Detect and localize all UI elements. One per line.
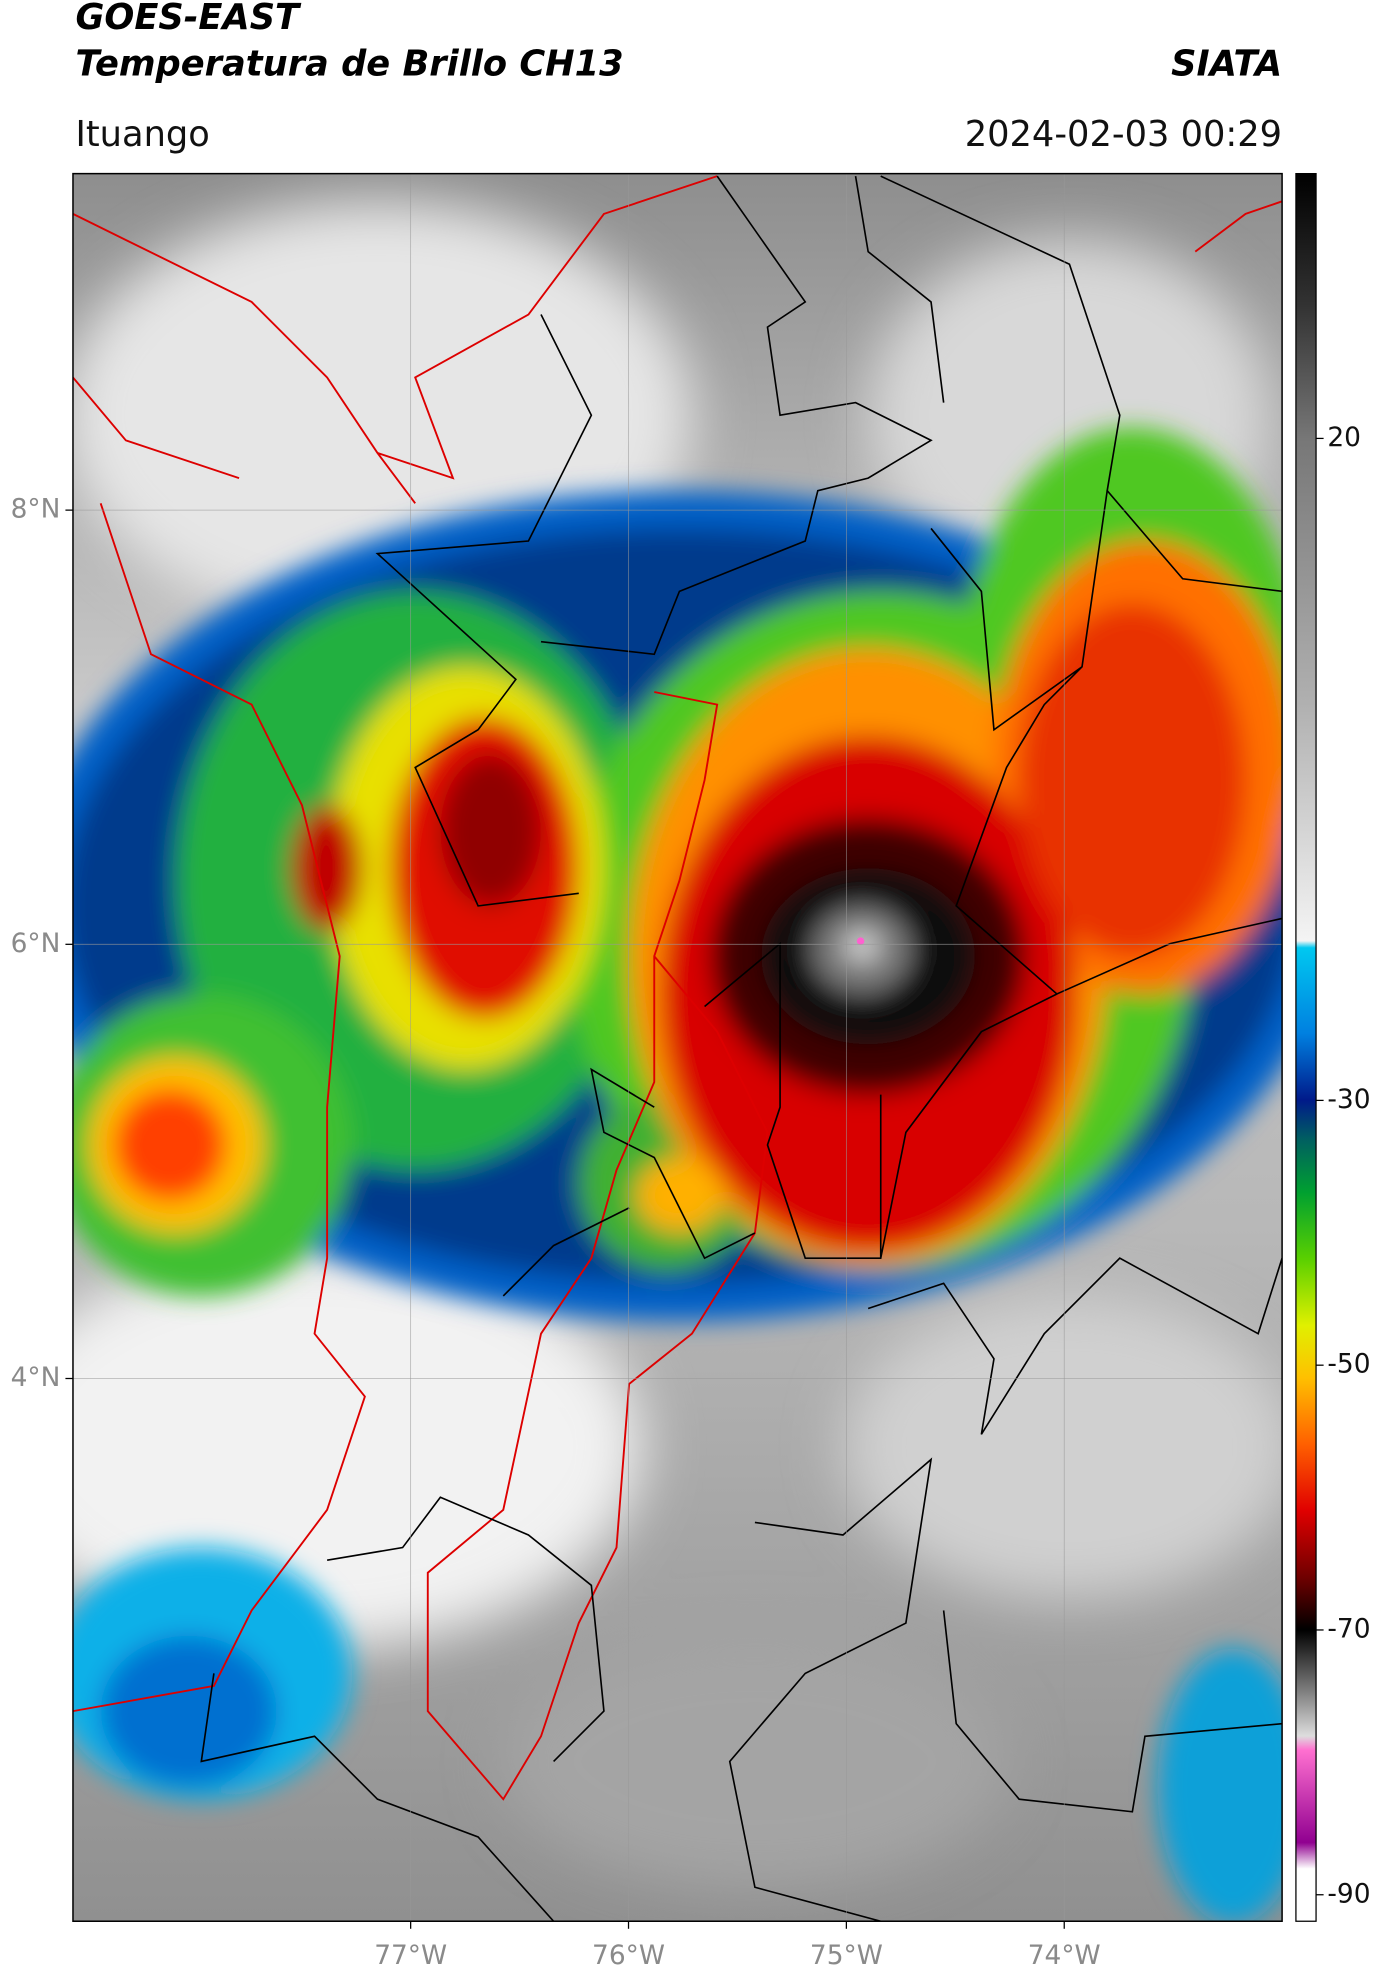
source: SIATA: [1171, 43, 1282, 84]
colorbar: [1295, 172, 1317, 1922]
y-tick-label: 4°N: [11, 1362, 61, 1393]
colorbar-tick-label: -30: [1327, 1084, 1370, 1115]
x-tick-label: 74°W: [1028, 1940, 1101, 1971]
colorbar-tick-label: -90: [1327, 1878, 1370, 1909]
datetime: 2024-02-03 00:29: [965, 114, 1282, 155]
x-tick-label: 75°W: [810, 1940, 883, 1971]
colorbar-tick-label: 20: [1327, 422, 1361, 453]
x-tick-label: 76°W: [592, 1940, 665, 1971]
grid: [72, 173, 1283, 1922]
x-tick-label: 77°W: [374, 1940, 447, 1971]
title: GOES-EAST: [75, 0, 302, 38]
colorbar-tick-label: -50: [1327, 1349, 1370, 1380]
map-frame: [72, 172, 1283, 1922]
satellite-image: [72, 173, 1283, 1922]
subtitle: Temperatura de Brillo CH13: [75, 43, 623, 84]
location: Ituango: [75, 114, 209, 155]
y-tick-label: 8°N: [11, 494, 61, 525]
y-tick-label: 6°N: [11, 928, 61, 959]
colorbar-tick-label: -70: [1327, 1613, 1370, 1644]
